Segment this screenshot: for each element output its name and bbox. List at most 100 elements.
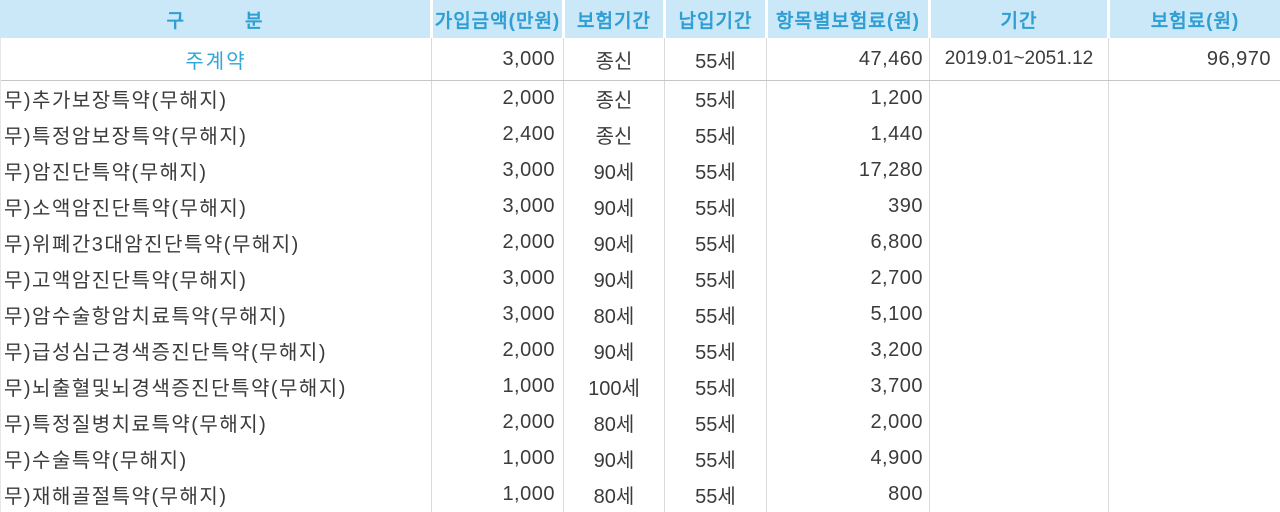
cell-ins_period: 90세 [563, 260, 664, 297]
cell-amount: 3,000 [431, 188, 563, 225]
cell-category: 무)소액암진단특약(무해지) [4, 198, 248, 221]
cell-ins_period: 90세 [563, 188, 664, 225]
rider-row: 무)추가보장특약(무해지) 2,000 종신 55세 1,200 [1, 81, 1280, 117]
cell-category: 무)재해골절특약(무해지) [4, 485, 228, 508]
header-cell-amount: 가입금액(만원) [430, 0, 562, 38]
cell-period [929, 368, 1108, 405]
cell-amount: 2,000 [431, 81, 563, 117]
cell-period [929, 81, 1108, 117]
rider-row: 무)특정암보장특약(무해지) 2,400 종신 55세 1,440 [1, 116, 1280, 153]
cell-amount: 3,000 [431, 152, 563, 189]
cell-period [929, 224, 1108, 261]
cell-pay_period: 55세 [664, 188, 766, 225]
cell-category: 주계약 [185, 50, 247, 73]
cell-category: 무)뇌출혈및뇌경색증진단특약(무해지) [4, 377, 347, 400]
cell-ins_period: 종신 [563, 38, 664, 80]
cell-item_premium: 2,700 [766, 260, 929, 297]
cell-category: 무)추가보장특약(무해지) [4, 90, 228, 113]
cell-amount: 1,000 [431, 440, 563, 477]
cell-amount: 3,000 [431, 38, 563, 80]
cell-period [929, 332, 1108, 369]
main-contract-row: 주계약 3,000 종신 55세 47,460 2019.01~2051.12 96,970 [1, 38, 1280, 81]
header-cell-premium: 보험료(원) [1107, 0, 1280, 38]
cell-period [929, 116, 1108, 153]
cell-pay_period: 55세 [664, 81, 766, 117]
cell-ins_period: 90세 [563, 224, 664, 261]
cell-pay_period: 55세 [664, 260, 766, 297]
cell-item_premium: 3,200 [766, 332, 929, 369]
cell-category: 무)수술특약(무해지) [4, 449, 188, 472]
cell-period [929, 296, 1108, 333]
rider-row: 무)특정질병치료특약(무해지) 2,000 80세 55세 2,000 [1, 404, 1280, 441]
cell-item_premium: 1,440 [766, 116, 929, 153]
cell-pay_period: 55세 [664, 116, 766, 153]
cell-premium [1108, 368, 1280, 405]
cell-premium [1108, 440, 1280, 477]
cell-item_premium: 5,100 [766, 296, 929, 333]
cell-ins_period: 90세 [563, 332, 664, 369]
cell-ins_period: 80세 [563, 296, 664, 333]
cell-item_premium: 800 [766, 476, 929, 512]
cell-item_premium: 17,280 [766, 152, 929, 189]
cell-ins_period: 80세 [563, 476, 664, 512]
header-cell-item_premium: 항목별보험료(원) [765, 0, 928, 38]
cell-period [929, 476, 1108, 512]
cell-pay_period: 55세 [664, 404, 766, 441]
cell-amount: 1,000 [431, 476, 563, 512]
cell-premium [1108, 81, 1280, 117]
cell-category: 무)고액암진단특약(무해지) [4, 270, 248, 293]
cell-pay_period: 55세 [664, 476, 766, 512]
cell-ins_period: 90세 [563, 440, 664, 477]
cell-premium [1108, 152, 1280, 189]
rider-row: 무)재해골절특약(무해지) 1,000 80세 55세 800 [1, 476, 1280, 512]
header-cell-pay_period: 납입기간 [663, 0, 765, 38]
cell-premium [1108, 260, 1280, 297]
cell-pay_period: 55세 [664, 332, 766, 369]
cell-pay_period: 55세 [664, 440, 766, 477]
cell-premium [1108, 476, 1280, 512]
cell-amount: 2,400 [431, 116, 563, 153]
cell-pay_period: 55세 [664, 224, 766, 261]
cell-pay_period: 55세 [664, 296, 766, 333]
cell-pay_period: 55세 [664, 38, 766, 80]
cell-category: 무)암진단특약(무해지) [4, 162, 208, 185]
cell-item_premium: 4,900 [766, 440, 929, 477]
cell-amount: 3,000 [431, 260, 563, 297]
cell-category: 무)특정암보장특약(무해지) [4, 126, 248, 149]
cell-period [929, 152, 1108, 189]
cell-premium: 96,970 [1108, 38, 1280, 80]
cell-premium [1108, 332, 1280, 369]
cell-ins_period: 100세 [563, 368, 664, 405]
cell-amount: 2,000 [431, 404, 563, 441]
cell-premium [1108, 116, 1280, 153]
cell-premium [1108, 188, 1280, 225]
cell-item_premium: 1,200 [766, 81, 929, 117]
cell-category: 무)위폐간3대암진단특약(무해지) [4, 234, 300, 257]
cell-amount: 2,000 [431, 224, 563, 261]
cell-premium [1108, 224, 1280, 261]
rider-row: 무)뇌출혈및뇌경색증진단특약(무해지) 1,000 100세 55세 3,700 [1, 368, 1280, 405]
rider-row: 무)소액암진단특약(무해지) 3,000 90세 55세 390 [1, 188, 1280, 225]
cell-category: 무)특정질병치료특약(무해지) [4, 413, 268, 436]
header-cell-period: 기간 [928, 0, 1107, 38]
cell-amount: 2,000 [431, 332, 563, 369]
cell-pay_period: 55세 [664, 368, 766, 405]
cell-category: 무)암수술항암치료특약(무해지) [4, 305, 288, 328]
header-cell-category: 구 분 [166, 10, 264, 32]
table-header-row: 구 분 가입금액(만원) 보험기간 납입기간 항목별보험료(원) 기간 보험료(원) [0, 0, 1280, 38]
cell-period [929, 188, 1108, 225]
cell-ins_period: 종신 [563, 81, 664, 117]
cell-pay_period: 55세 [664, 152, 766, 189]
cell-premium [1108, 404, 1280, 441]
cell-ins_period: 종신 [563, 116, 664, 153]
cell-period [929, 260, 1108, 297]
cell-amount: 1,000 [431, 368, 563, 405]
cell-item_premium: 6,800 [766, 224, 929, 261]
table-body: 주계약 3,000 종신 55세 47,460 2019.01~2051.12 96,970… [0, 38, 1280, 512]
cell-period [929, 440, 1108, 477]
rider-row: 무)암진단특약(무해지) 3,000 90세 55세 17,280 [1, 152, 1280, 189]
cell-period [929, 404, 1108, 441]
rider-row: 무)암수술항암치료특약(무해지) 3,000 80세 55세 5,100 [1, 296, 1280, 333]
rider-row: 무)급성심근경색증진단특약(무해지) 2,000 90세 55세 3,200 [1, 332, 1280, 369]
